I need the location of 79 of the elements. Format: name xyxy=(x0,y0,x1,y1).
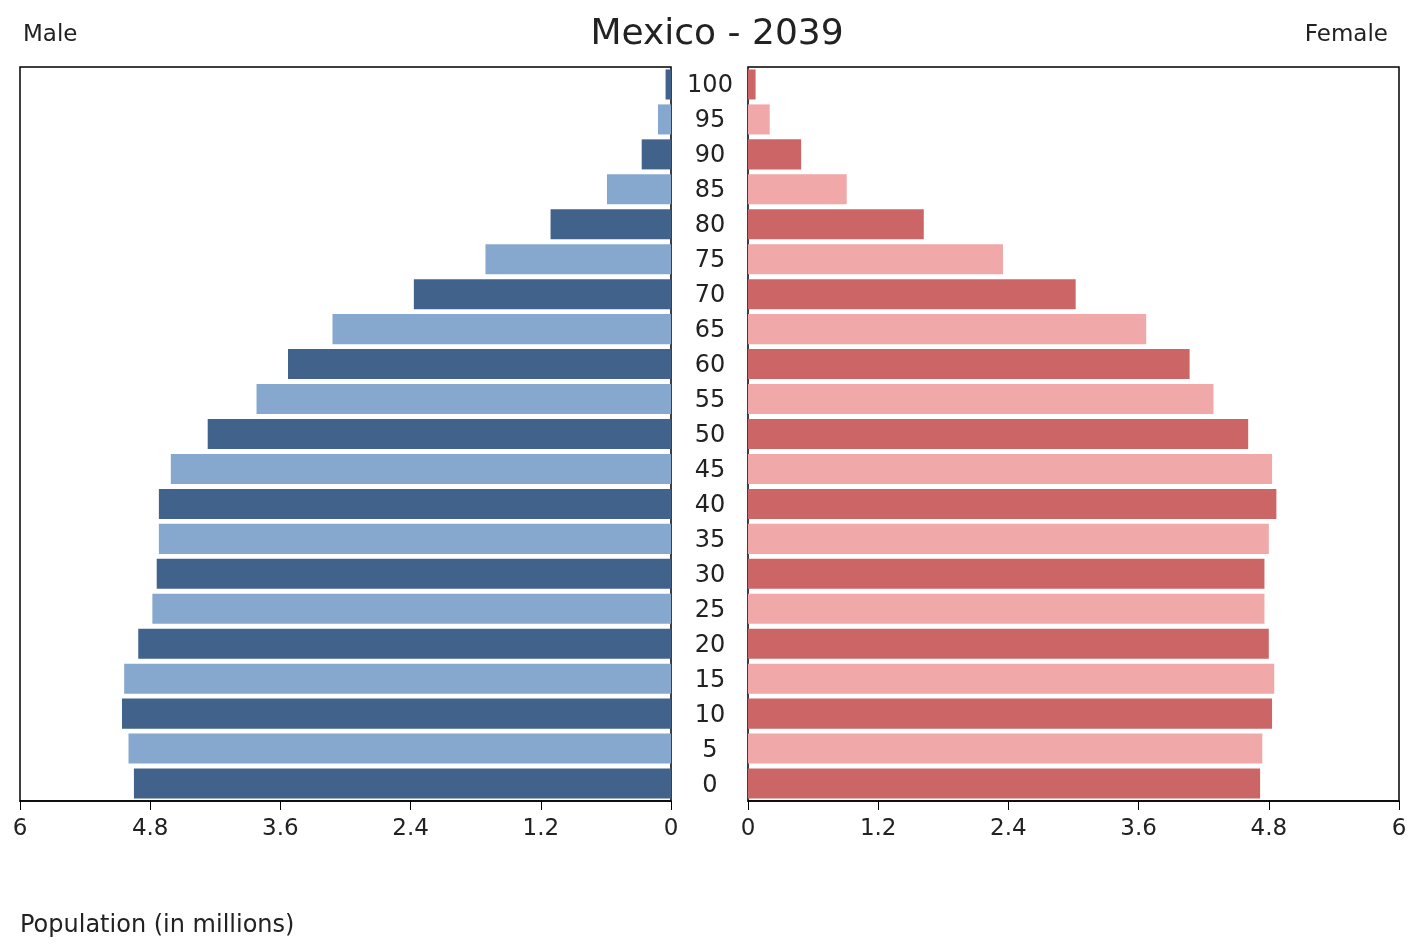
bar xyxy=(158,488,671,519)
bar xyxy=(170,453,671,484)
bar xyxy=(748,488,1277,519)
x-tick-label: 4.8 xyxy=(1250,813,1288,840)
y-tick-label: 0 xyxy=(702,769,718,798)
x-tick-label: 1.2 xyxy=(522,813,560,840)
x-tick-label: 0 xyxy=(740,813,756,840)
chart-title: Female xyxy=(1304,19,1389,46)
bar xyxy=(413,279,671,310)
chart-subtitle: Male xyxy=(23,19,78,46)
bar xyxy=(128,733,671,764)
bar xyxy=(124,663,671,694)
x-tick-label: 0 xyxy=(663,813,679,840)
bar xyxy=(748,349,1190,380)
x-tick-label: 3.6 xyxy=(262,813,299,840)
y-tick-label: 15 xyxy=(694,664,726,693)
x-tick-label: 4.8 xyxy=(131,813,169,840)
bar xyxy=(748,244,1003,275)
bar xyxy=(256,384,671,415)
x-tick-label: 2.4 xyxy=(392,813,429,840)
bar xyxy=(748,104,770,135)
y-tick-label: 35 xyxy=(694,524,726,553)
bar xyxy=(207,418,671,450)
x-tick-label: 2.4 xyxy=(990,813,1027,840)
bar xyxy=(748,628,1269,659)
bar xyxy=(152,593,671,624)
bar xyxy=(550,209,671,240)
bar xyxy=(748,209,924,240)
bar xyxy=(748,698,1273,729)
y-tick-label: 80 xyxy=(694,210,726,239)
y-tick-label: 40 xyxy=(694,489,726,518)
bar xyxy=(657,104,671,135)
bar xyxy=(748,139,802,170)
bar xyxy=(748,663,1275,694)
y-tick-label: 75 xyxy=(694,245,726,274)
y-tick-label: 65 xyxy=(694,315,726,344)
y-tick-label: 25 xyxy=(694,594,726,623)
y-tick-label: 5 xyxy=(702,734,718,763)
bar xyxy=(158,523,671,554)
bar xyxy=(485,244,671,275)
bar xyxy=(133,768,671,799)
y-tick-label: 60 xyxy=(694,350,726,379)
x-tick-label: 6 xyxy=(12,813,28,840)
x-axis-title: Population (in millions) xyxy=(20,910,295,938)
bar xyxy=(748,593,1265,624)
bar xyxy=(121,698,671,729)
y-tick-label: 10 xyxy=(694,699,726,728)
bar xyxy=(748,733,1263,764)
bar xyxy=(748,174,847,205)
y-tick-label: 30 xyxy=(694,559,726,588)
bar xyxy=(748,453,1273,484)
chart-title: Mexico - 2039 xyxy=(590,10,844,52)
bar xyxy=(748,418,1249,450)
y-tick-label: 50 xyxy=(694,420,726,448)
x-tick-label: 3.6 xyxy=(1120,813,1157,840)
y-tick-label: 90 xyxy=(694,140,726,169)
y-tick-label: 55 xyxy=(694,385,726,414)
x-tick-label: 6 xyxy=(1391,813,1407,840)
bar xyxy=(641,139,671,170)
bar xyxy=(748,523,1269,554)
bar xyxy=(156,558,671,589)
bar xyxy=(665,69,671,100)
bar xyxy=(288,349,671,380)
bar xyxy=(748,314,1147,345)
bar xyxy=(748,69,756,100)
y-tick-label: 45 xyxy=(694,454,726,483)
x-tick-label: 1.2 xyxy=(859,813,897,840)
y-tick-label: 100 xyxy=(687,70,733,99)
y-tick-label: 85 xyxy=(694,175,726,204)
y-tick-label: 70 xyxy=(694,280,726,309)
bar xyxy=(138,628,671,659)
bar xyxy=(748,768,1261,799)
bar xyxy=(748,384,1214,415)
bar xyxy=(332,314,671,345)
bar xyxy=(748,558,1265,589)
bar xyxy=(748,279,1076,310)
y-tick-label: 95 xyxy=(694,105,726,134)
bar xyxy=(606,174,671,205)
y-tick-label: 20 xyxy=(694,629,726,658)
